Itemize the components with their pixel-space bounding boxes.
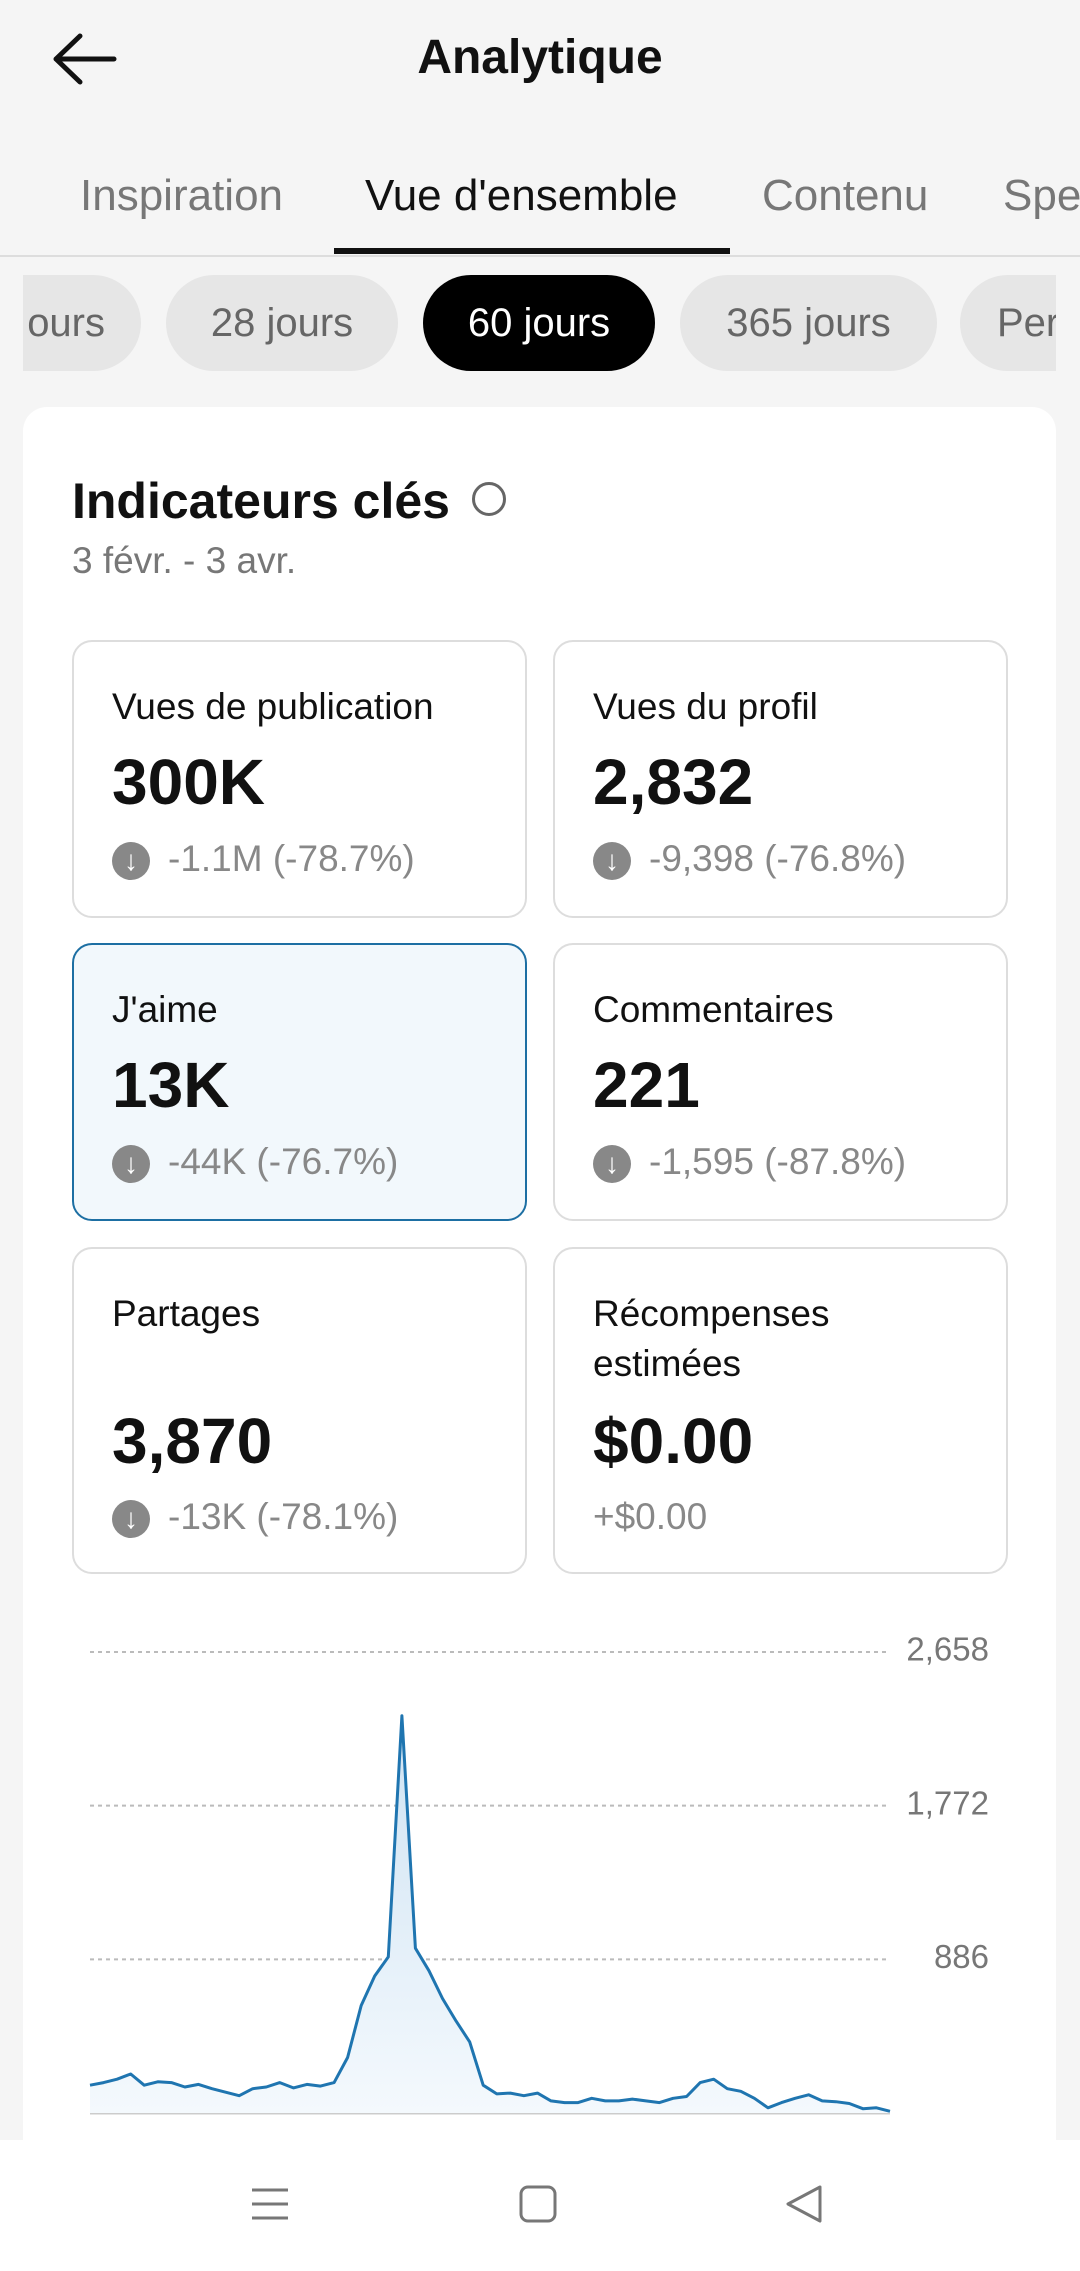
down-icon: ↓	[112, 1500, 150, 1539]
tab-bar: Inspiration Vue d'ensemble Contenu Spe	[0, 165, 1080, 257]
metric-value: 300K	[112, 746, 265, 818]
metric-card[interactable]: Vues du profil 2,832 ↓ -9,398 (-76.8%)	[553, 640, 1008, 918]
metric-change: +$0.00	[593, 1496, 707, 1538]
y-tick-label: 886	[934, 1938, 989, 1975]
change-text: -13K (-78.1%)	[168, 1496, 399, 1537]
down-icon: ↓	[112, 1145, 150, 1184]
down-icon: ↓	[593, 842, 631, 881]
metric-change: ↓ -44K (-76.7%)	[112, 1141, 399, 1184]
metric-label: Commentaires	[593, 989, 834, 1030]
tab-indicator	[334, 248, 730, 254]
change-text: -1,595 (-87.8%)	[649, 1141, 907, 1182]
metric-change: ↓ -9,398 (-76.8%)	[593, 838, 907, 881]
tab[interactable]: Contenu	[762, 171, 929, 220]
nav-bar	[0, 2140, 1080, 2271]
metric-label: Vues du profil	[593, 686, 818, 727]
metric-change: ↓ -1.1M (-78.7%)	[112, 838, 415, 881]
menu-button[interactable]	[250, 2184, 290, 2224]
change-text: +$0.00	[593, 1496, 708, 1537]
metric-label: Récompenses estimées	[593, 1293, 830, 1384]
down-icon: ↓	[593, 1145, 631, 1184]
card-title: Indicateurs clés	[72, 473, 450, 529]
home-button[interactable]	[518, 2184, 558, 2224]
tab[interactable]: Inspiration	[80, 171, 284, 220]
change-text: -1.1M (-78.7%)	[168, 838, 415, 879]
filter-pill[interactable]: Per	[960, 275, 1056, 371]
metric-change: ↓ -13K (-78.1%)	[112, 1496, 399, 1539]
metric-value: 13K	[112, 1049, 230, 1121]
page-title: Analytique	[417, 31, 663, 84]
metric-label: Partages	[112, 1293, 261, 1334]
filter-pill[interactable]: 365 jours	[680, 275, 937, 371]
metric-card[interactable]: Commentaires 221 ↓ -1,595 (-87.8%)	[553, 943, 1008, 1221]
metric-card[interactable]: Partages 3,870 ↓ -13K (-78.1%)	[72, 1247, 527, 1574]
down-icon: ↓	[112, 842, 150, 881]
filter-pill[interactable]: 60 jours	[423, 275, 655, 371]
back-button[interactable]	[50, 32, 120, 86]
metric-value: $0.00	[593, 1405, 754, 1477]
metric-label: Vues de publication	[112, 686, 434, 727]
filter-pill[interactable]: ours	[23, 275, 141, 371]
metric-card[interactable]: Récompenses estimées $0.00 +$0.00	[553, 1247, 1008, 1574]
metric-value: 221	[593, 1049, 700, 1121]
metric-card[interactable]: J'aime 13K ↓ -44K (-76.7%)	[72, 943, 527, 1221]
metric-change: ↓ -1,595 (-87.8%)	[593, 1141, 907, 1184]
metric-card[interactable]: Vues de publication 300K ↓ -1.1M (-78.7%)	[72, 640, 527, 918]
info-icon[interactable]	[472, 482, 506, 516]
change-text: -9,398 (-76.8%)	[649, 838, 907, 879]
y-tick-label: 1,772	[906, 1784, 989, 1821]
metric-value: 3,870	[112, 1405, 273, 1477]
filter-pill[interactable]: 28 jours	[166, 275, 398, 371]
date-range: 3 févr. - 3 avr.	[72, 540, 297, 581]
metric-value: 2,832	[593, 746, 754, 818]
filter-bar: ours 28 jours 60 jours 365 jours Per	[23, 275, 1056, 371]
metric-label: J'aime	[112, 989, 218, 1030]
y-tick-label: 2,658	[906, 1631, 989, 1668]
tab[interactable]: Spe	[1003, 171, 1080, 220]
chart: 2,658 1,772 886	[89, 1631, 989, 2115]
line	[89, 1714, 891, 2113]
area	[90, 1715, 890, 2113]
tab[interactable]: Vue d'ensemble	[365, 171, 678, 220]
back-nav-button[interactable]	[784, 2184, 824, 2224]
change-text: -44K (-76.7%)	[168, 1141, 399, 1182]
